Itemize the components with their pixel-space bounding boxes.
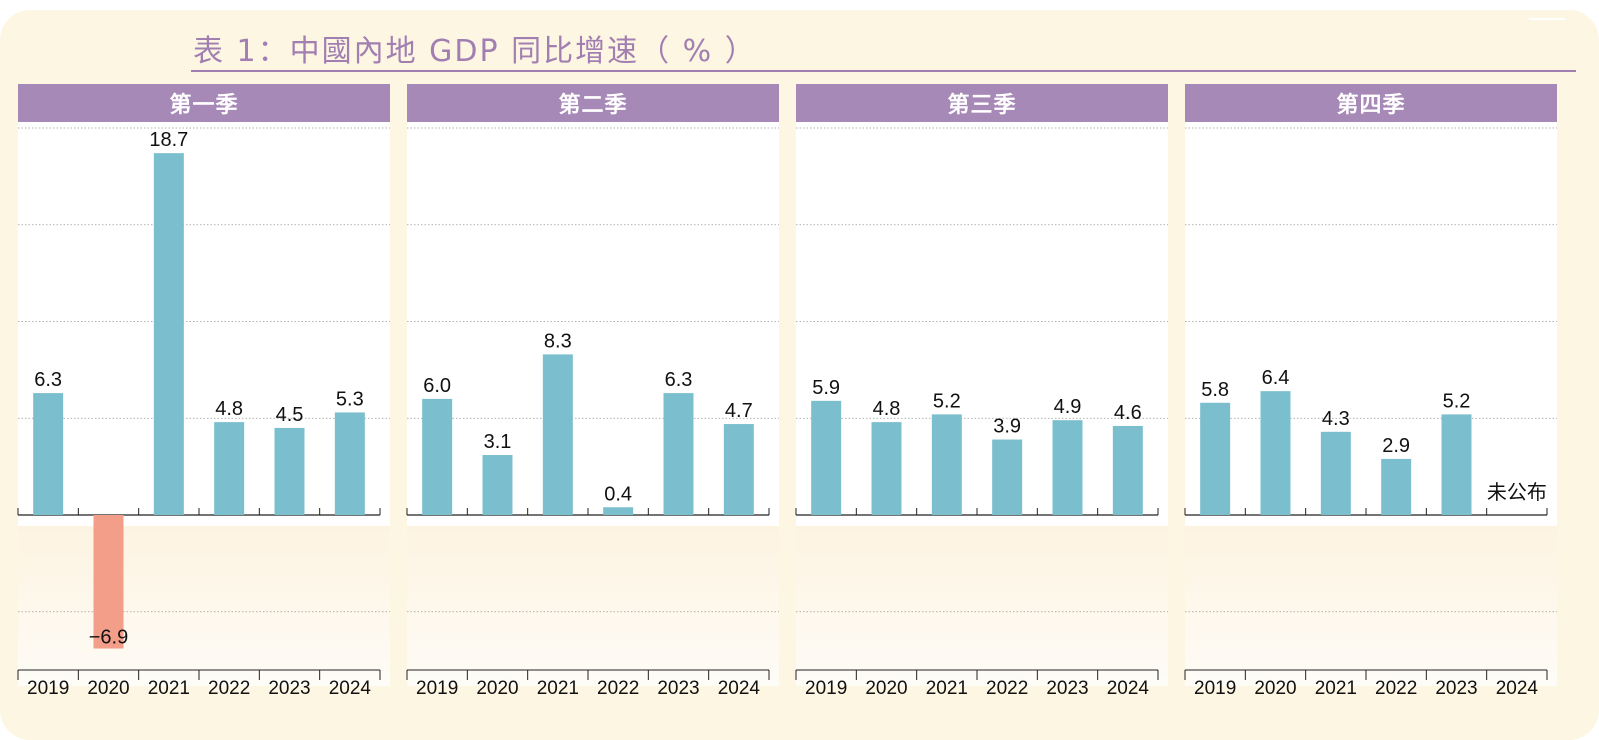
x-tick-label: 2023 — [657, 678, 699, 699]
bar — [214, 422, 245, 515]
x-tick-label: 2021 — [926, 678, 968, 699]
data-label: 4.7 — [725, 400, 753, 422]
bar — [274, 427, 305, 515]
bar — [93, 515, 124, 649]
corner-mark — [1529, 18, 1565, 20]
panel-q1-negative-zone — [18, 526, 390, 686]
data-label: 5.2 — [1443, 390, 1471, 412]
data-label: 3.9 — [993, 416, 1021, 438]
data-label: 18.7 — [149, 129, 188, 151]
x-tick-label: 2024 — [718, 678, 761, 699]
data-label: 4.9 — [1054, 396, 1082, 418]
bar — [422, 398, 453, 515]
x-tick-label: 2019 — [1194, 678, 1236, 699]
chart-title: 表 1：中國內地 GDP 同比增速（ % ） — [193, 34, 757, 69]
x-tick-label: 2019 — [27, 678, 69, 699]
data-label-unpublished: 未公布 — [1487, 480, 1547, 504]
data-label: 5.3 — [336, 388, 364, 410]
x-tick-label: 2022 — [986, 678, 1028, 699]
x-tick-label: 2024 — [1107, 678, 1150, 699]
data-label: 4.8 — [873, 398, 901, 420]
data-label: 4.8 — [215, 398, 243, 420]
panel-q2-background — [407, 84, 779, 526]
data-label: 6.3 — [665, 369, 693, 391]
bar — [603, 507, 634, 515]
data-label: 8.3 — [544, 330, 572, 352]
x-tick-label: 2021 — [537, 678, 579, 699]
panel-q3-background — [796, 84, 1168, 526]
panel-q4-background — [1185, 84, 1557, 526]
data-label: 6.0 — [423, 375, 451, 397]
panel-q3-negative-zone — [796, 526, 1168, 686]
bar — [1112, 425, 1143, 515]
panel-q4-negative-zone — [1185, 526, 1557, 686]
data-label: 6.3 — [34, 369, 62, 391]
panel-header-q2: 第二季 — [407, 84, 779, 122]
panel-q1-background — [18, 84, 390, 526]
x-tick-label: 2022 — [1375, 678, 1417, 699]
data-label: 2.9 — [1382, 435, 1410, 457]
data-label: 4.3 — [1322, 408, 1350, 430]
bar — [992, 439, 1023, 515]
bar — [723, 424, 754, 515]
bar — [33, 393, 64, 515]
bar — [334, 412, 365, 515]
x-tick-label: 2024 — [329, 678, 372, 699]
x-tick-label: 2023 — [1046, 678, 1088, 699]
x-tick-label: 2022 — [597, 678, 639, 699]
bar — [1441, 414, 1472, 515]
bar — [931, 414, 962, 515]
data-label: 3.1 — [484, 431, 512, 453]
bar — [871, 422, 902, 515]
title-rule — [191, 70, 1576, 72]
x-tick-label: 2019 — [805, 678, 847, 699]
data-label: 5.2 — [933, 390, 961, 412]
bar — [1320, 431, 1351, 515]
x-tick-label: 2023 — [268, 678, 310, 699]
x-tick-label: 2022 — [208, 678, 250, 699]
data-label: 4.6 — [1114, 402, 1142, 424]
bar — [1260, 391, 1291, 515]
bar — [482, 455, 513, 515]
x-tick-label: 2021 — [1315, 678, 1357, 699]
x-tick-label: 2023 — [1435, 678, 1477, 699]
bar — [153, 153, 184, 515]
data-label: 5.9 — [812, 377, 840, 399]
x-tick-label: 2020 — [865, 678, 907, 699]
bar — [542, 354, 573, 515]
data-label: 5.8 — [1201, 379, 1229, 401]
bar — [1381, 458, 1412, 515]
bar — [811, 400, 842, 515]
panel-header-q3: 第三季 — [796, 84, 1168, 122]
x-tick-label: 2020 — [476, 678, 518, 699]
bar — [1200, 402, 1231, 515]
bar — [663, 393, 694, 515]
data-label: −6.9 — [89, 627, 128, 649]
data-label: 4.5 — [276, 404, 304, 426]
data-label: 6.4 — [1262, 367, 1290, 389]
panel-q2-negative-zone — [407, 526, 779, 686]
panel-header-q4: 第四季 — [1185, 84, 1557, 122]
data-label: 0.4 — [604, 483, 632, 505]
x-tick-label: 2020 — [87, 678, 129, 699]
panel-header-q1: 第一季 — [18, 84, 390, 122]
bar — [1052, 420, 1083, 515]
x-tick-label: 2019 — [416, 678, 458, 699]
x-tick-label: 2021 — [148, 678, 190, 699]
x-tick-label: 2024 — [1496, 678, 1539, 699]
x-tick-label: 2020 — [1254, 678, 1296, 699]
